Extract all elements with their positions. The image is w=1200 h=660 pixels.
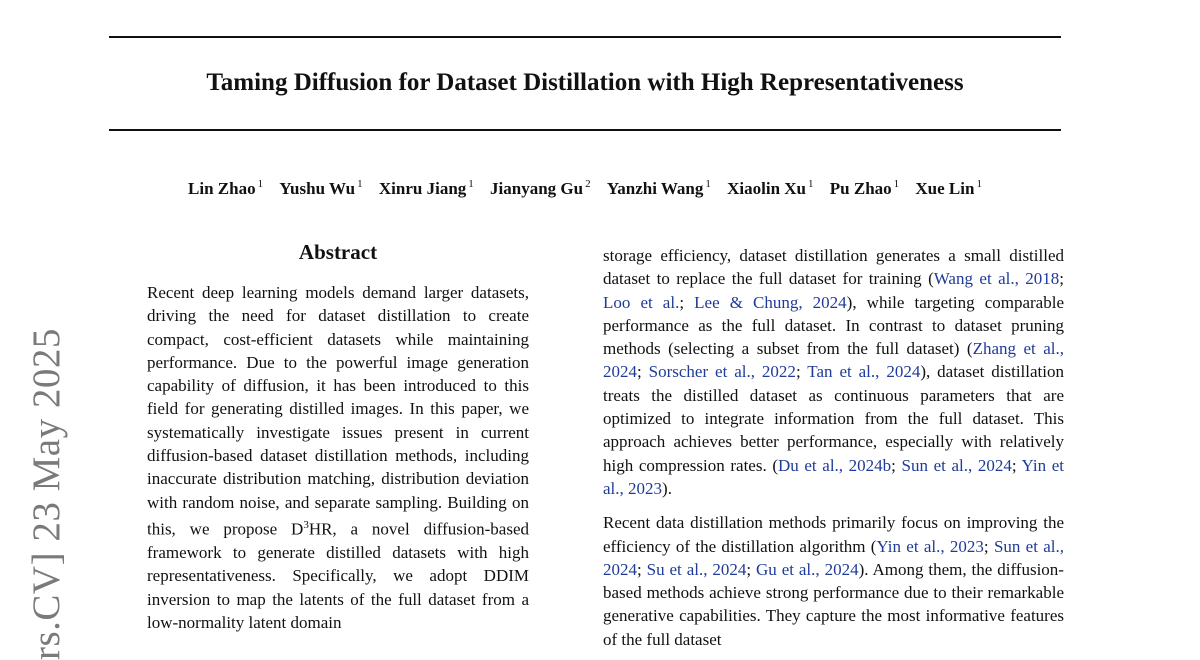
citation-link[interactable]: Yin et al., 2023 (876, 536, 984, 556)
intro-paragraph: storage efficiency, dataset distillation… (603, 246, 1064, 498)
intro-column: storage efficiency, dataset distillation… (603, 244, 1064, 651)
citation-link[interactable]: Su et al., 2024 (646, 559, 747, 579)
author: Xinru Jiang 1 (378, 178, 474, 198)
title-rule-bottom (109, 129, 1061, 131)
arxiv-watermark: rs.CV] 23 May 2025 (25, 328, 68, 660)
author: Xue Lin 1 (915, 178, 982, 198)
citation-link[interactable]: Zhang et al., 2024 (603, 339, 1064, 382)
author: Jianyang Gu 2 (490, 178, 591, 198)
citation-link[interactable]: Yin et al., 2023 (603, 455, 1064, 498)
author: Yanzhi Wang 1 (606, 178, 711, 198)
citation-link[interactable]: Gu et al., 2024 (756, 559, 859, 579)
citation-link[interactable]: Wang et al., 2018 (933, 269, 1060, 289)
citation-link[interactable]: Sorscher et al., 2022 (648, 362, 796, 382)
abstract-heading: Abstract (298, 240, 378, 264)
author: Pu Zhao 1 (829, 178, 900, 198)
paper-title: Taming Diffusion for Dataset Distillatio… (206, 69, 964, 96)
author: Xiaolin Xu 1 (727, 178, 814, 198)
author: Yushu Wu 1 (279, 178, 363, 198)
intro-paragraph: Recent data distillation methods primari… (603, 513, 1064, 649)
author-list: Lin Zhao 1 Yushu Wu 1 Xinru Jiang 1 Jianyan… (0, 173, 1170, 200)
citation-link[interactable]: Du et al., 2024b (778, 455, 892, 475)
citation-link[interactable]: Tan et al., 2024 (807, 362, 921, 382)
author: Lin Zhao 1 (188, 178, 264, 198)
title-rule-top (109, 36, 1061, 38)
abstract-column: Abstract Recent deep learning models dem… (147, 240, 529, 634)
citation-link[interactable]: Sun et al., 2024 (603, 536, 1064, 579)
abstract-text: Recent deep learning models demand large… (147, 283, 530, 632)
citation-link[interactable]: Lee & Chung, 2024 (694, 292, 847, 312)
citation-link[interactable]: Sun et al., 2024 (901, 455, 1012, 475)
citation-link[interactable]: Loo et al. (603, 292, 680, 312)
